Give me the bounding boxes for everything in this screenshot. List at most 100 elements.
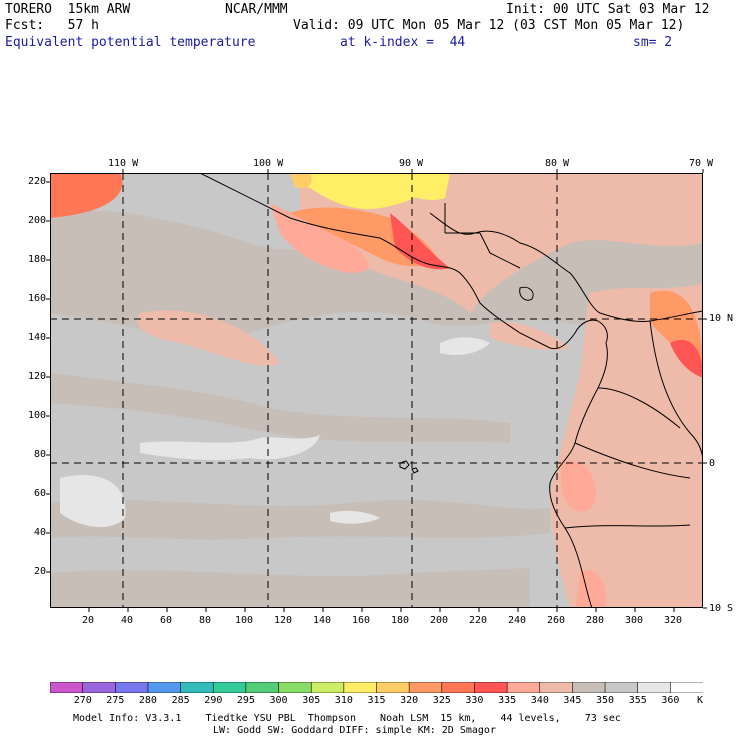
x-tick: 160 <box>352 615 371 626</box>
colorbar-swatch <box>604 682 639 693</box>
y-tick: 120 <box>28 371 47 382</box>
field-white <box>140 435 320 461</box>
field-orange <box>575 570 606 608</box>
x-tick: 140 <box>313 615 332 626</box>
colorbar-level-label: 345 <box>563 695 582 706</box>
field-orange <box>560 460 596 512</box>
colorbar-swatch <box>474 682 508 693</box>
colorbar-swatch <box>376 682 410 693</box>
y-tick: 40 <box>34 527 47 538</box>
lon-label-110w: 110 W <box>108 158 139 169</box>
colorbar-swatch <box>408 682 443 693</box>
field-tan-band <box>50 500 550 540</box>
colorbar-level-label: 290 <box>204 695 223 706</box>
colorbar-swatch <box>50 682 84 693</box>
model-name: TORERO 15km ARW <box>5 2 131 17</box>
field-orange <box>670 339 703 378</box>
y-tick: 140 <box>28 332 47 343</box>
colorbar-level-label: 305 <box>302 695 321 706</box>
field-salmon <box>137 310 280 366</box>
lat-lon-grid <box>50 173 703 608</box>
colorbar-level-label: 355 <box>628 695 647 706</box>
colorbar-swatch <box>147 682 182 693</box>
x-tick: 120 <box>274 615 293 626</box>
lon-label-90w: 90 W <box>399 158 424 169</box>
field-yellow <box>290 173 312 189</box>
y-tick: 100 <box>28 410 47 421</box>
lat-label-10n: 10 N <box>709 313 734 324</box>
equivalent-potential-temperature-map <box>50 173 703 608</box>
field-name: Equivalent potential temperature <box>5 35 256 50</box>
x-tick: 60 <box>160 615 173 626</box>
colorbar-swatch <box>180 682 215 693</box>
colorbar-level-label: 335 <box>498 695 517 706</box>
x-tick: 180 <box>391 615 410 626</box>
colorbar-swatch <box>670 682 703 693</box>
x-tick: 200 <box>430 615 449 626</box>
model-info: Model Info: V3.3.1 Tiedtke YSU PBL Thomp… <box>73 713 621 724</box>
physics-info: LW: Godd SW: Goddard DIFF: simple KM: 2D… <box>213 725 496 736</box>
field-orange <box>270 203 369 273</box>
field-orange <box>390 213 450 270</box>
x-tick: 300 <box>625 615 644 626</box>
colorbar-level-label: 280 <box>138 695 157 706</box>
colorbar-level-label: 275 <box>106 695 125 706</box>
y-tick: 180 <box>28 254 47 265</box>
field-yellow <box>380 173 450 200</box>
colorbar-swatch <box>506 682 541 693</box>
colorbar-level-label: 300 <box>269 695 288 706</box>
init-time: Init: 00 UTC Sat 03 Mar 12 <box>506 2 710 17</box>
island-galapagos <box>399 460 419 474</box>
field-white <box>330 510 380 524</box>
field-white <box>60 474 126 528</box>
coastline-central-america <box>199 173 608 350</box>
colorbar-swatch <box>539 682 574 693</box>
center-name: NCAR/MMM <box>225 2 288 17</box>
colorbar-level-label: 360 <box>661 695 680 706</box>
colorbar-swatch <box>310 682 345 693</box>
lon-label-70w: 70 W <box>689 158 714 169</box>
colorbar-level-label: 330 <box>465 695 484 706</box>
colorbar-swatch <box>245 682 280 693</box>
x-tick: 100 <box>235 615 254 626</box>
x-tick: 80 <box>199 615 212 626</box>
field-white <box>440 337 490 355</box>
colorbar-swatch <box>441 682 476 693</box>
valid-time: Valid: 09 UTC Mon 05 Mar 12 (03 CST Mon … <box>293 18 685 33</box>
field-orange <box>50 173 123 218</box>
colorbar-level-label: 320 <box>400 695 419 706</box>
colorbar-swatch <box>212 682 247 693</box>
colorbar-swatch <box>82 682 117 693</box>
colorbar-level-label: 310 <box>334 695 353 706</box>
colorbar-level-label: 315 <box>367 695 386 706</box>
country-borders <box>444 203 703 529</box>
lat-label-0: 0 <box>709 458 716 469</box>
lon-label-100w: 100 W <box>253 158 284 169</box>
colorbar-swatch <box>278 682 313 693</box>
y-tick: 160 <box>28 293 47 304</box>
lat-label-10s: 10 S <box>709 603 734 614</box>
colorbar-swatch <box>637 682 672 693</box>
x-tick: 240 <box>508 615 527 626</box>
field-tan-band <box>50 373 510 443</box>
colorbar-level-label: 350 <box>596 695 615 706</box>
colorbar-swatch <box>115 682 149 693</box>
field-salmon <box>300 173 703 313</box>
map-frame <box>50 173 703 608</box>
colorbar <box>50 682 703 693</box>
x-tick: 220 <box>469 615 488 626</box>
x-tick: 260 <box>547 615 566 626</box>
colorbar-level-label: 270 <box>73 695 92 706</box>
y-tick: 200 <box>28 215 47 226</box>
colorbar-level-label: 340 <box>530 695 549 706</box>
lon-label-80w: 80 W <box>545 158 570 169</box>
x-tick: 280 <box>586 615 605 626</box>
colorbar-swatch <box>343 682 378 693</box>
x-tick: 40 <box>121 615 134 626</box>
x-tick: 20 <box>82 615 95 626</box>
colorbar-level-label: 285 <box>171 695 190 706</box>
x-tick: 320 <box>664 615 683 626</box>
y-tick: 80 <box>34 449 47 460</box>
smoothing-info: sm= 2 <box>633 35 673 50</box>
lake-nicaragua <box>519 286 534 301</box>
